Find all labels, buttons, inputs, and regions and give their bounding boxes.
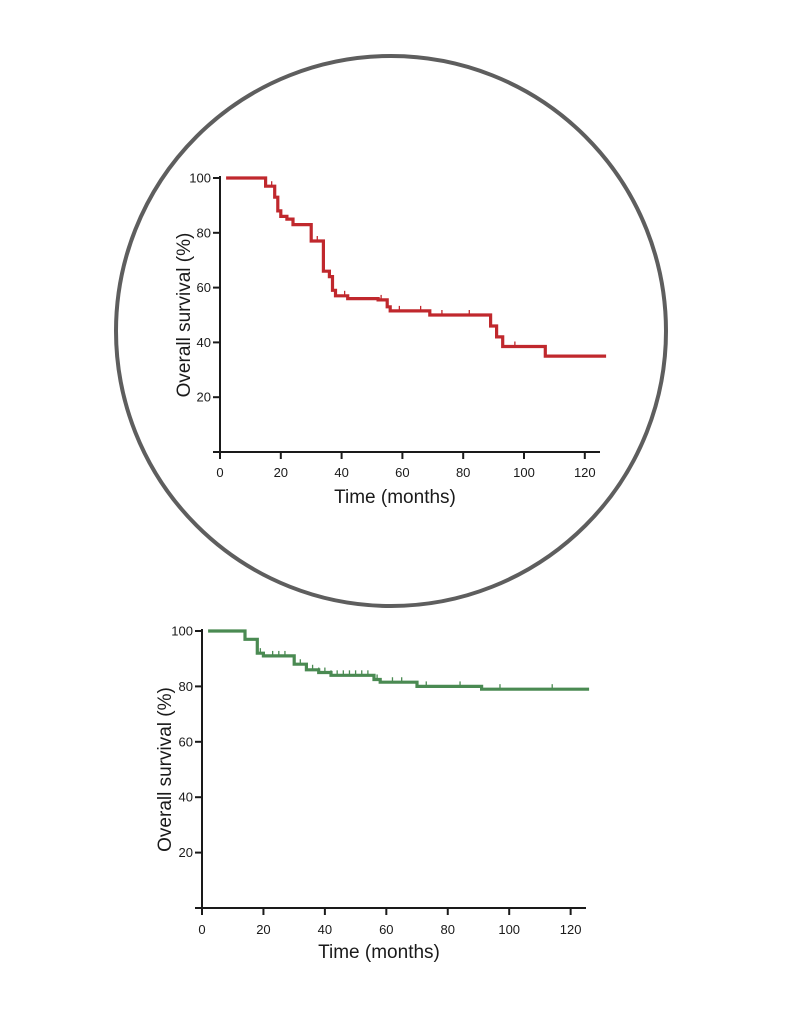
y-tick-label: 20 [197, 390, 211, 405]
x-axis-title: Time (months) [318, 942, 440, 963]
x-tick-label: 60 [379, 922, 393, 937]
survival-curve [208, 629, 590, 691]
y-axis-title: Overall survival (%) [155, 687, 176, 852]
x-tick-label: 0 [216, 465, 223, 480]
y-tick-label: 40 [197, 335, 211, 350]
x-tick-label: 100 [513, 465, 535, 480]
y-tick-label: 80 [179, 679, 193, 694]
y-tick-label: 20 [179, 845, 193, 860]
highlight-circle [114, 54, 668, 608]
x-tick-label: 20 [256, 922, 270, 937]
y-tick-label: 60 [197, 280, 211, 295]
survival-chart-top: 20 40 60 80 100 0 20 40 60 80 100 120 Time (months) O… [174, 171, 607, 508]
survival-chart-bottom: 20 40 60 80 100 0 20 40 60 80 100 120 Time (months) O… [155, 624, 590, 963]
y-axis-title: Overall survival (%) [174, 233, 195, 398]
x-tick-label: 80 [441, 922, 455, 937]
x-tick-label: 80 [456, 465, 470, 480]
x-tick-label: 100 [498, 922, 520, 937]
x-tick-label: 120 [560, 922, 582, 937]
y-tick-label: 40 [179, 790, 193, 805]
x-tick-label: 40 [318, 922, 332, 937]
x-tick-label: 40 [334, 465, 348, 480]
x-axis-title: Time (months) [334, 487, 456, 508]
x-tick-label: 60 [395, 465, 409, 480]
y-tick-label: 100 [189, 171, 211, 186]
x-tick-label: 120 [574, 465, 596, 480]
x-tick-label: 0 [198, 922, 205, 937]
survival-curve [226, 176, 607, 358]
y-tick-label: 80 [197, 225, 211, 240]
y-tick-label: 100 [171, 624, 193, 639]
y-tick-label: 60 [179, 734, 193, 749]
x-tick-label: 20 [274, 465, 288, 480]
